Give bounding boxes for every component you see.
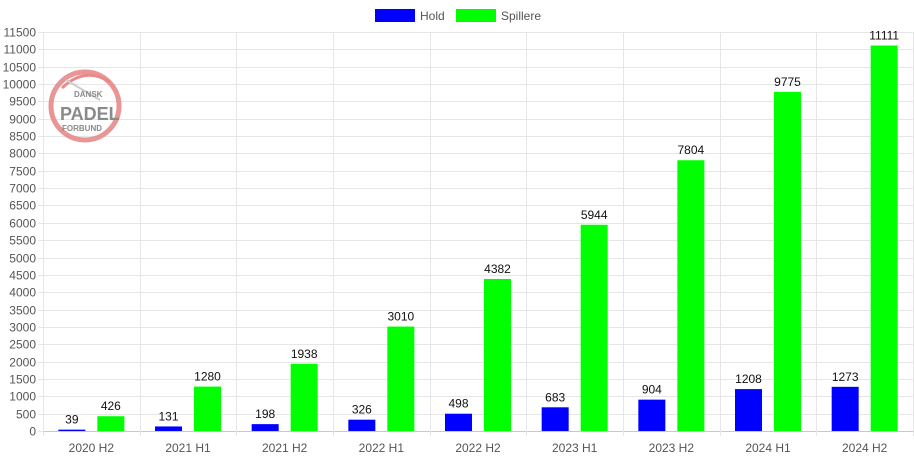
data-label-spillere: 4382 (484, 262, 511, 276)
bar-hold (831, 386, 859, 431)
data-label-hold: 498 (448, 397, 468, 411)
bar-hold (155, 426, 182, 431)
bar-hold (735, 389, 762, 431)
legend-label-spillere: Spillere (501, 9, 541, 23)
data-label-hold: 1273 (832, 370, 859, 384)
y-tick-label: 9500 (9, 95, 36, 109)
y-tick-label: 500 (16, 408, 36, 422)
y-tick-label: 2500 (9, 338, 36, 352)
y-tick-label: 3000 (9, 321, 36, 335)
y-tick-label: 6500 (9, 199, 36, 213)
y-tick-label: 4000 (9, 286, 36, 300)
legend: Hold Spillere (375, 9, 541, 23)
bar-hold (541, 407, 569, 431)
y-tick-label: 7000 (9, 182, 36, 196)
bar-spillere (484, 278, 511, 431)
bar-spillere (387, 326, 415, 431)
x-tick-label: 2022 H2 (455, 441, 501, 455)
dansk-padel-forbund-logo: DANSK PADEL FORBUND (48, 69, 122, 143)
data-label-spillere: 7804 (677, 143, 704, 157)
bar-spillere (97, 416, 125, 431)
bar-spillere (677, 160, 705, 431)
legend-label-hold: Hold (420, 9, 445, 23)
bar-spillere (194, 386, 221, 431)
bar-hold (638, 399, 666, 431)
data-label-spillere: 5944 (581, 208, 608, 222)
logo-text-forbund: FORBUND (62, 124, 102, 133)
grid-lines (38, 32, 914, 436)
data-label-hold: 683 (545, 390, 565, 404)
data-label-hold: 198 (255, 407, 275, 421)
x-tick-label: 2022 H1 (359, 441, 405, 455)
x-tick-label: 2023 H1 (552, 441, 598, 455)
y-tick-label: 11000 (4, 43, 37, 57)
x-tick-label: 2023 H2 (649, 441, 695, 455)
legend-swatch-spillere (456, 9, 496, 22)
data-label-hold: 1208 (735, 372, 762, 386)
x-axis-ticks: 2020 H2 2021 H1 2021 H2 2022 H1 2022 H2 2023 … (69, 441, 888, 455)
x-tick-label: 2020 H2 (69, 441, 115, 455)
data-label-hold: 904 (642, 383, 662, 397)
y-axis-ticks: 0 500 1000 1500 2000 2500 3000 3500 4000 4500 5000… (3, 26, 37, 439)
legend-item-hold[interactable]: Hold (375, 9, 445, 23)
bar-hold (348, 419, 376, 431)
legend-swatch-hold (375, 9, 415, 22)
bar-spillere (870, 45, 898, 431)
logo-text-padel: PADEL (60, 104, 120, 124)
y-tick-label: 1500 (9, 373, 36, 387)
logo-text-dansk: DANSK (74, 90, 103, 99)
data-label-hold: 326 (352, 403, 372, 417)
x-tick-label: 2024 H1 (745, 441, 791, 455)
y-tick-label: 5000 (9, 252, 36, 266)
bar-hold (251, 424, 279, 431)
data-labels: 39 426 131 1280 198 1938 326 3010 498 4382 683 5944… (65, 28, 899, 426)
data-label-hold: 39 (65, 413, 79, 427)
y-tick-label: 5500 (9, 234, 36, 248)
legend-item-spillere[interactable]: Spillere (456, 9, 541, 23)
y-tick-label: 4500 (9, 269, 36, 283)
y-tick-label: 11500 (4, 26, 37, 40)
bars (58, 45, 898, 431)
bar-hold (445, 413, 472, 431)
x-tick-label: 2024 H2 (842, 441, 888, 455)
bar-spillere (290, 363, 318, 431)
data-label-spillere: 11111 (869, 28, 899, 42)
y-tick-label: 0 (29, 425, 36, 439)
data-label-spillere: 426 (101, 399, 121, 413)
y-tick-label: 2000 (9, 356, 36, 370)
y-tick-label: 9000 (9, 113, 36, 127)
x-tick-label: 2021 H2 (262, 441, 308, 455)
data-label-spillere: 1280 (194, 370, 221, 384)
y-tick-label: 6000 (9, 217, 36, 231)
bar-hold (58, 429, 86, 431)
y-tick-label: 10000 (3, 78, 37, 92)
data-label-spillere: 1938 (291, 347, 318, 361)
y-tick-label: 8500 (9, 130, 36, 144)
data-label-hold: 131 (158, 409, 178, 423)
bar-spillere (580, 224, 608, 431)
y-tick-label: 3500 (9, 304, 36, 318)
y-tick-label: 8000 (9, 147, 36, 161)
data-label-spillere: 3010 (387, 310, 414, 324)
y-tick-label: 7500 (9, 165, 36, 179)
x-tick-label: 2021 H1 (165, 441, 211, 455)
y-tick-label: 10500 (3, 61, 37, 75)
y-tick-label: 1000 (9, 390, 36, 404)
bar-spillere (774, 91, 801, 431)
data-label-spillere: 9775 (774, 75, 801, 89)
